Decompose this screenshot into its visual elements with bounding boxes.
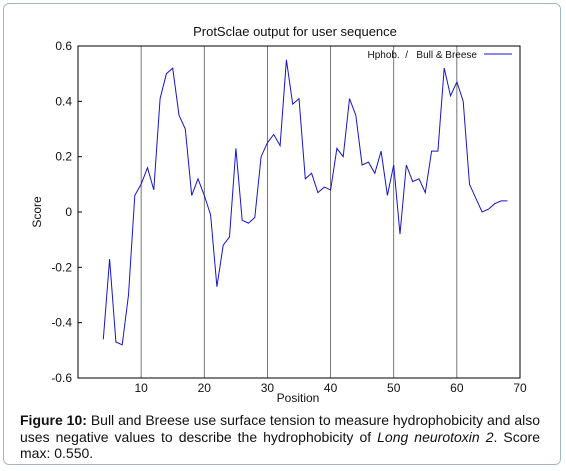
caption-text-1: Bull and Breese use surface tension to m… bbox=[20, 412, 541, 445]
series-line bbox=[102, 59, 508, 346]
plot-frame bbox=[77, 45, 521, 379]
x-tick-label: 70 bbox=[513, 381, 527, 395]
figure-caption: Figure 10: Bull and Breese use surface t… bbox=[20, 412, 540, 462]
x-tick-label: 50 bbox=[387, 381, 401, 395]
y-tick-label: 0.4 bbox=[55, 94, 72, 108]
y-tick-label: -0.2 bbox=[51, 260, 72, 274]
figure-frame bbox=[3, 3, 561, 465]
grid-lines bbox=[140, 46, 458, 378]
x-tick-label: 20 bbox=[198, 381, 212, 395]
y-tick-label: 0.6 bbox=[55, 39, 72, 53]
y-tick-label: -0.4 bbox=[51, 316, 72, 330]
x-axis-ticks: 10 20 30 40 50 60 70 bbox=[134, 381, 527, 395]
legend-label: Hphob. / Bull & Breese bbox=[367, 50, 477, 61]
y-tick-label: 0.2 bbox=[55, 150, 72, 164]
y-axis-label: Score bbox=[30, 196, 44, 228]
chart-title: ProtSclae output for user sequence bbox=[193, 24, 397, 39]
x-tick-label: 60 bbox=[450, 381, 464, 395]
x-tick-label: 10 bbox=[134, 381, 148, 395]
line-chart: ProtSclae output for user sequence -0.6-… bbox=[30, 24, 527, 405]
caption-label: Figure 10: bbox=[20, 412, 87, 428]
caption-italic: Long neurotoxin 2 bbox=[377, 428, 494, 445]
y-axis-ticks: -0.6 -0.4 -0.2 0 0.2 0.4 0.6 bbox=[51, 39, 82, 385]
x-tick-label: 40 bbox=[324, 381, 338, 395]
x-tick-label: 30 bbox=[261, 381, 275, 395]
x-axis-label: Position bbox=[277, 391, 320, 405]
y-tick-label: 0 bbox=[65, 205, 72, 219]
caption-text-2: . Score max: 0.550. bbox=[20, 428, 540, 462]
y-tick-label: -0.6 bbox=[51, 371, 72, 385]
legend: Hphob. / Bull & Breese bbox=[367, 50, 512, 61]
